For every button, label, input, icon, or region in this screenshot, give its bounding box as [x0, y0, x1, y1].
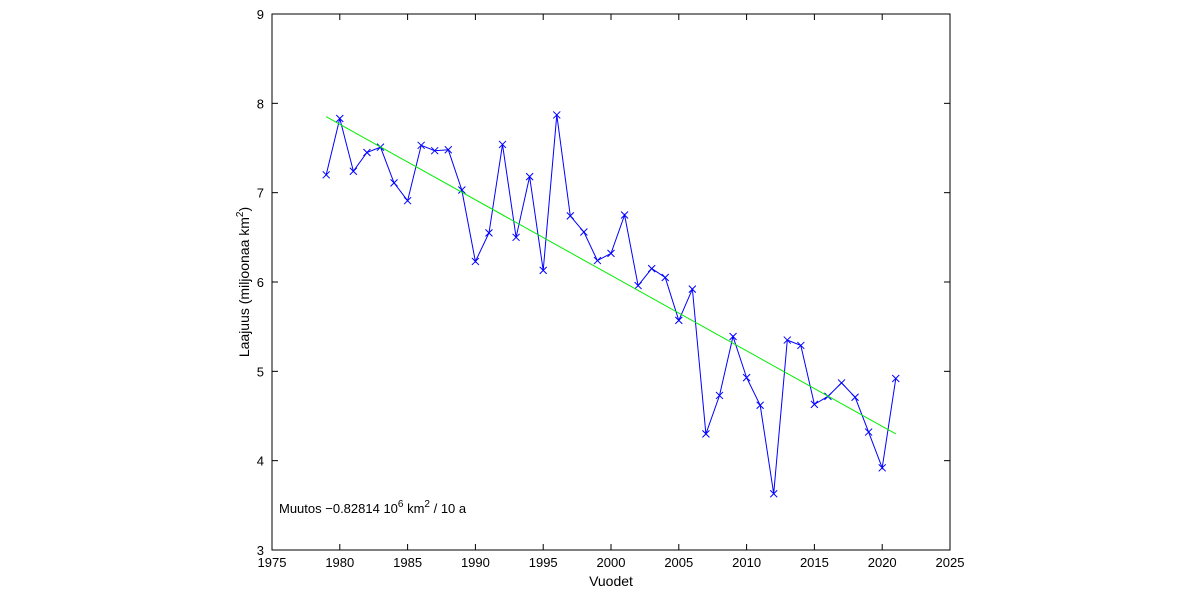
- data-point: [349, 167, 358, 176]
- data-point: [674, 316, 683, 325]
- data-point: [552, 111, 561, 119]
- data-point: [864, 428, 873, 436]
- data-point: [593, 256, 602, 265]
- series-layer: [322, 111, 900, 498]
- data-point: [566, 212, 575, 220]
- x-tick-label: 2020: [868, 555, 897, 570]
- x-tick-label: 2025: [936, 555, 965, 570]
- data-point: [647, 264, 656, 273]
- x-tick-label: 2010: [732, 555, 761, 570]
- data-point: [607, 249, 615, 258]
- data-point: [539, 266, 548, 275]
- x-tick-label: 1980: [325, 555, 354, 570]
- data-point: [335, 114, 344, 123]
- x-tick-label: 2015: [800, 555, 829, 570]
- y-tick-label: 4: [257, 454, 264, 469]
- data-point: [417, 141, 426, 150]
- data-point: [742, 373, 751, 382]
- y-tick-label: 9: [257, 7, 264, 22]
- data-point: [444, 145, 453, 154]
- data-point: [457, 186, 466, 194]
- data-point: [837, 379, 846, 387]
- trend-line: [325, 116, 897, 435]
- data-point: [878, 463, 887, 472]
- x-tick-label: 2000: [597, 555, 626, 570]
- data-point: [580, 228, 588, 236]
- x-axis-title: Vuodet: [589, 573, 633, 589]
- x-tick-label: 2005: [664, 555, 693, 570]
- x-tick-label: 1975: [258, 555, 287, 570]
- data-point: [322, 170, 331, 179]
- x-tick-label: 1995: [529, 555, 558, 570]
- data-point: [430, 146, 439, 155]
- data-point: [756, 401, 765, 410]
- x-axis: 1975 1980 1985 1990 1995 2000 2005 2010 2015 2020…: [258, 14, 965, 570]
- data-point: [363, 148, 371, 157]
- data-point: [769, 489, 778, 498]
- y-tick-label: 3: [257, 543, 264, 558]
- data-point: [891, 374, 900, 383]
- data-point: [390, 178, 398, 187]
- data-point: [810, 400, 819, 409]
- x-tick-label: 1990: [461, 555, 490, 570]
- data-point: [702, 430, 710, 438]
- data-point: [512, 233, 520, 242]
- data-point: [620, 211, 629, 219]
- y-tick-label: 7: [257, 186, 264, 201]
- y-tick-label: 6: [257, 275, 264, 290]
- data-point: [634, 281, 642, 290]
- data-point: [851, 393, 859, 402]
- plot-area: [271, 13, 951, 551]
- data-point: [485, 229, 493, 237]
- y-axis-title: Laajuus (miljoonaa km2): [235, 207, 252, 357]
- data-point: [783, 336, 792, 344]
- y-axis: 3 4 5 6 7 8 9: [257, 7, 950, 558]
- data-point: [498, 140, 507, 149]
- data-point: [796, 341, 805, 350]
- x-tick-label: 1985: [393, 555, 422, 570]
- data-point: [688, 285, 697, 294]
- y-tick-label: 8: [257, 96, 264, 111]
- data-point: [715, 391, 724, 400]
- trend-annotation: Muutos −0.82814 106 km2 / 10 a: [279, 499, 467, 516]
- data-point: [471, 257, 480, 266]
- data-point: [403, 196, 412, 205]
- y-tick-label: 5: [257, 364, 264, 379]
- data-point: [729, 332, 737, 341]
- data-point: [661, 273, 670, 282]
- data-point: [525, 172, 534, 181]
